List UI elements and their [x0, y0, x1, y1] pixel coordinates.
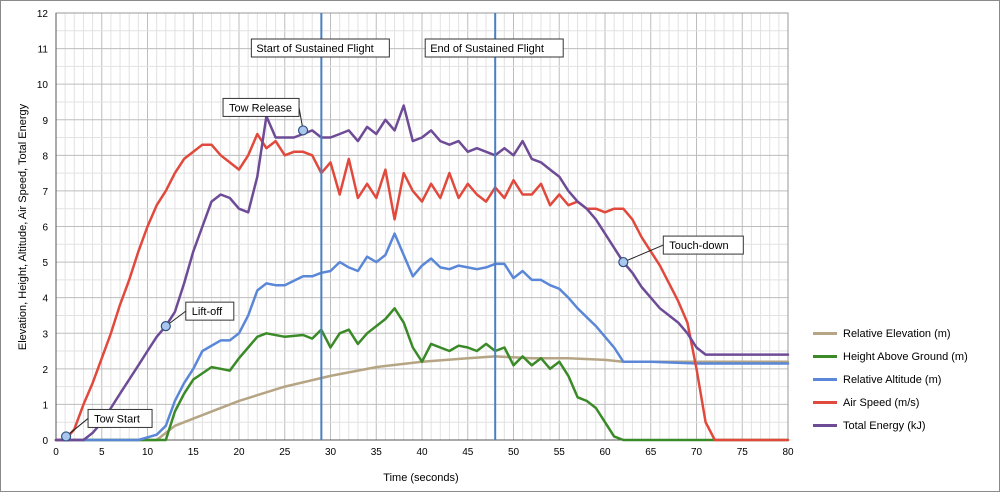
y-tick-label: 5	[42, 258, 48, 269]
annotation-box-2	[222, 97, 300, 117]
legend-swatch	[813, 355, 837, 358]
x-tick-label: 60	[599, 447, 611, 458]
annotation-point-2	[297, 125, 309, 136]
annotation-box-3	[662, 235, 744, 255]
x-tick-label: 30	[325, 447, 337, 458]
x-tick-label: 35	[371, 447, 383, 458]
y-tick-label: 7	[42, 187, 48, 198]
y-axis-label: Elevation, Height, Altitude, Air Speed, …	[17, 103, 29, 350]
sustained-flight-label-0: Start of Sustained Flight	[256, 43, 373, 55]
x-tick-label: 70	[691, 447, 703, 458]
y-tick-label: 0	[42, 436, 48, 447]
y-tick-label: 10	[37, 80, 49, 91]
y-tick-label: 8	[42, 151, 48, 162]
annotation-label-1: Lift-off	[192, 306, 223, 318]
x-tick-label: 75	[737, 447, 749, 458]
series-line-1	[54, 307, 790, 442]
annotation-box-0	[87, 408, 153, 428]
series-line-3	[54, 132, 790, 442]
y-tick-label: 4	[42, 294, 48, 305]
legend-swatch	[813, 332, 837, 335]
y-tick-label: 11	[38, 45, 49, 56]
x-tick-label: 0	[53, 447, 59, 458]
y-tick-label: 1	[42, 400, 48, 411]
legend-label: Total Energy (kJ)	[843, 420, 926, 432]
x-tick-label: 40	[416, 447, 428, 458]
legend-label: Air Speed (m/s)	[843, 397, 920, 409]
legend-swatch	[813, 401, 837, 404]
x-tick-label: 65	[645, 447, 657, 458]
x-tick-label: 55	[554, 447, 566, 458]
x-tick-label: 5	[99, 447, 105, 458]
y-tick-label: 6	[42, 223, 48, 234]
y-tick-label: 9	[42, 116, 48, 127]
annotation-box-1	[185, 301, 235, 321]
sustained-flight-markers: Start of Sustained Flight End of Sustaine…	[250, 13, 564, 440]
sustained-flight-label-box-0	[250, 38, 390, 58]
annotation-leader-3	[623, 244, 664, 263]
y-tick-label: 2	[42, 365, 48, 376]
legend-swatch	[813, 424, 837, 427]
legend-label: Height Above Ground (m)	[843, 351, 968, 363]
annotation-label-3: Touch-down	[669, 240, 728, 252]
annotation-label-0: Tow Start	[94, 413, 140, 425]
legend-label: Relative Altitude (m)	[843, 374, 942, 386]
y-tick-label: 3	[42, 329, 48, 340]
annotations: Tow Start Lift-off Tow Release Touch-down	[60, 97, 744, 442]
annotation-label-2: Tow Release	[229, 102, 292, 114]
grid	[55, 12, 789, 441]
annotation-point-0	[60, 431, 72, 442]
y-tick-label: 12	[37, 9, 49, 20]
x-tick-label: 20	[233, 447, 245, 458]
sustained-flight-label-1: End of Sustained Flight	[430, 43, 544, 55]
annotation-point-1	[160, 321, 171, 332]
x-axis-label: Time (seconds)	[383, 472, 458, 484]
series	[54, 104, 790, 442]
series-line-4	[54, 104, 790, 442]
x-tick-label: 10	[142, 447, 154, 458]
legend-label: Relative Elevation (m)	[843, 328, 951, 340]
x-tick-label: 50	[508, 447, 520, 458]
axes: 0 5 10 15 20 25 30 35 40 45 50 55 60 65 70 75 8001234567…	[37, 9, 794, 458]
annotation-point-3	[618, 256, 629, 268]
legend-swatch	[813, 378, 837, 381]
x-tick-label: 25	[279, 447, 291, 458]
x-tick-label: 15	[188, 447, 200, 458]
x-tick-label: 80	[782, 447, 794, 458]
series-line-2	[54, 232, 790, 442]
x-tick-label: 45	[462, 447, 474, 458]
sustained-flight-label-box-1	[424, 38, 564, 58]
